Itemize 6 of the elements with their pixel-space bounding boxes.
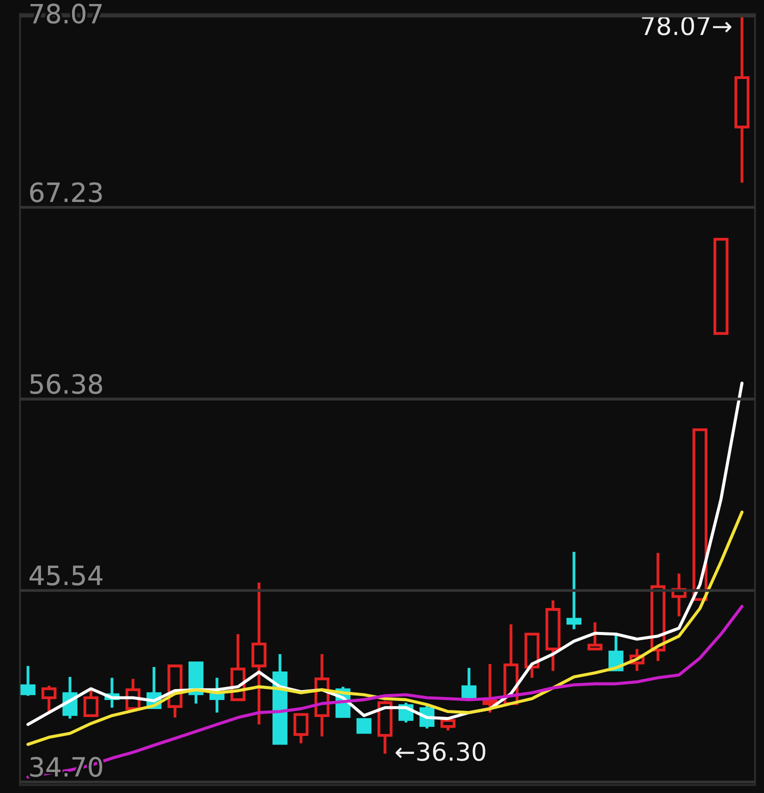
- y-tick-label: 78.07: [30, 4, 102, 24]
- annotation: ←36.30: [396, 742, 486, 761]
- annotation: 78.07→: [642, 16, 732, 36]
- y-tick-label: 45.54: [30, 566, 102, 586]
- y-tick-label: 56.38: [30, 374, 102, 394]
- y-tick-label: 67.23: [30, 182, 102, 202]
